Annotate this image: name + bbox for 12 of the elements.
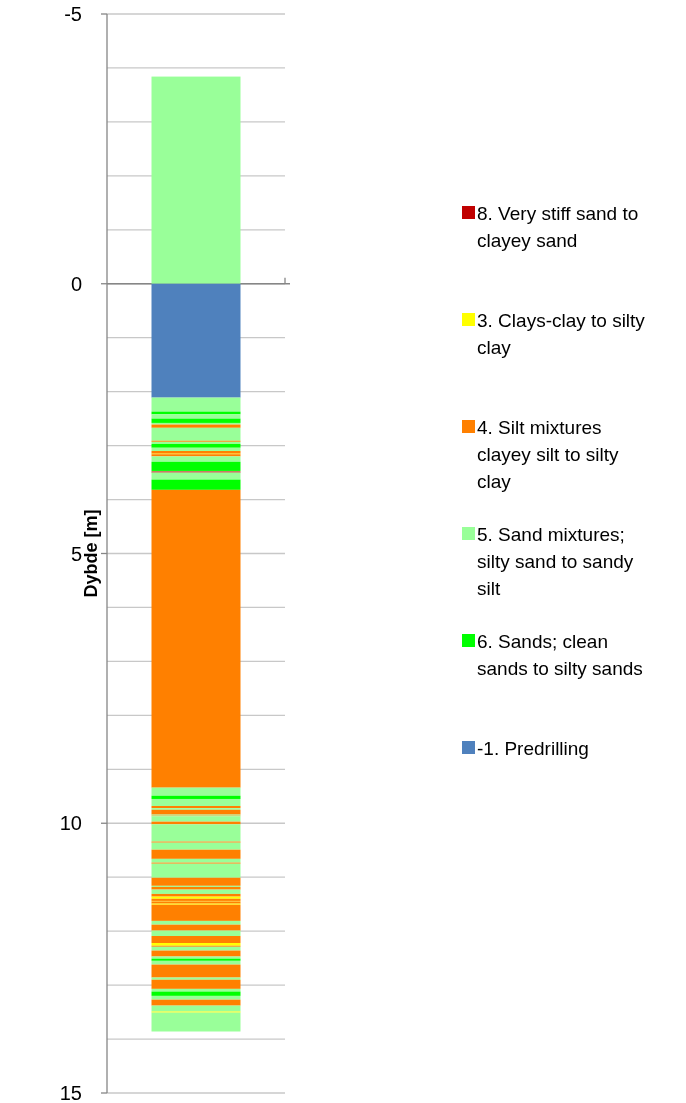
y-tick-label: 15 <box>59 1082 82 1103</box>
legend-label: -1. Predrilling <box>477 737 589 759</box>
y-tick-label: 10 <box>59 812 82 835</box>
y-axis-title: Dybde [m] <box>81 509 101 598</box>
y-tick-label: 0 <box>70 272 82 295</box>
legend-label: 4. Silt mixtures clayey silt to silty clay <box>477 416 619 492</box>
legend-label: 6. Sands; clean sands to silty sands <box>477 630 643 679</box>
legend-label: 5. Sand mixtures; silty sand to sandy silt <box>477 523 634 599</box>
y-tick-label: -5 <box>64 3 82 25</box>
y-tick-label: 5 <box>70 542 82 565</box>
legend-label: 3. Clays-clay to silty clay <box>477 309 646 358</box>
legend-label: 8. Very stiff sand to clayey sand <box>477 202 639 251</box>
